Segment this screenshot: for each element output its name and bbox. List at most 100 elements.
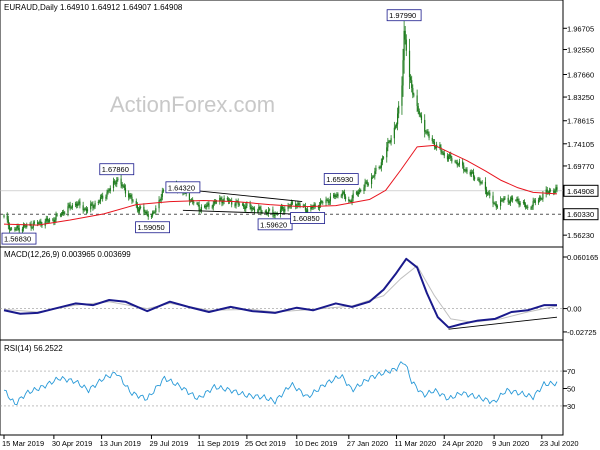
candle-body: [388, 141, 390, 142]
date-tick-label: 10 Dec 2019: [295, 439, 338, 448]
candle-body: [162, 190, 164, 192]
candle-body: [433, 142, 436, 147]
price-tick-label: 1.92550: [567, 46, 594, 55]
annotation-box: [99, 163, 135, 176]
candle-body: [70, 207, 72, 209]
candle-body: [397, 113, 399, 125]
macd-main-line: [3, 257, 557, 329]
rsi-tick-label: 30: [567, 402, 575, 411]
candle-body: [539, 197, 541, 200]
candle-body: [29, 223, 31, 225]
price-tick-label: 1.60330: [567, 210, 594, 219]
candle-body: [97, 201, 99, 204]
candle-body: [439, 144, 441, 148]
candle-body: [205, 205, 207, 208]
candle-body: [510, 197, 513, 200]
candle-body: [159, 200, 161, 201]
candle-body: [230, 200, 232, 201]
annotation-box: [323, 173, 359, 185]
candle-body: [481, 181, 483, 183]
price-tick-label: 1.78615: [567, 117, 594, 126]
candle-body: [91, 203, 93, 205]
candle-body: [540, 197, 542, 199]
candle-body: [326, 199, 328, 201]
candle-body: [348, 199, 350, 202]
candle-body: [9, 228, 12, 230]
candle-body: [390, 138, 392, 143]
candle-body: [408, 50, 411, 78]
candle-body: [494, 203, 496, 204]
candle-body: [282, 206, 284, 210]
candle-body: [457, 164, 459, 166]
candle-body: [188, 193, 191, 201]
candle-body: [357, 191, 360, 195]
annotation-box: [386, 9, 422, 22]
candle-body: [67, 206, 69, 213]
candle-body: [283, 209, 285, 212]
date-tick-label: 15 Mar 2019: [2, 439, 44, 448]
candle-body: [82, 205, 84, 211]
candle-body: [431, 137, 433, 142]
candle-body: [55, 214, 57, 220]
macd-trendline: [448, 316, 558, 330]
candle-body: [151, 212, 154, 216]
candle-body: [325, 199, 327, 204]
candle-body: [524, 204, 527, 208]
candle-body: [128, 193, 130, 198]
candle-body: [420, 115, 423, 120]
macd-tick-label: 0.00: [567, 305, 582, 314]
candle-body: [458, 161, 461, 165]
candle-body: [244, 206, 246, 210]
price-trendlines: [182, 188, 303, 215]
candle-body: [515, 200, 517, 201]
price-trendline: [182, 188, 303, 203]
candle-body: [404, 30, 406, 40]
candle-body: [349, 200, 351, 202]
candle-body: [54, 219, 56, 223]
candle-body: [40, 221, 42, 225]
annotation-label: 1.60850: [293, 214, 320, 223]
candle-body: [120, 178, 122, 185]
candle-body: [220, 197, 222, 200]
candle-body: [477, 178, 479, 180]
macd-trendline: [448, 316, 558, 330]
candle-body: [197, 203, 199, 206]
candle-body: [115, 182, 117, 185]
rsi-levels: [0, 370, 563, 407]
candle-body: [305, 210, 308, 213]
candle-body: [442, 152, 444, 154]
date-tick-label: 11 Sep 2019: [197, 439, 239, 448]
candle-body: [328, 201, 330, 203]
candle-body: [381, 158, 384, 163]
candle-body: [10, 228, 13, 230]
candle-body: [403, 30, 405, 61]
candle-body: [237, 201, 239, 205]
candle-body: [530, 207, 532, 209]
candle-body: [343, 192, 346, 197]
candle-body: [314, 204, 316, 207]
date-tick-label: 27 Jan 2020: [347, 439, 388, 448]
candle-body: [504, 197, 506, 199]
date-tick-label: 30 Apr 2019: [52, 439, 92, 448]
annotation-box: [135, 221, 170, 234]
candle-body: [92, 204, 94, 208]
rsi-title: RSI(14) 56.2522: [4, 344, 63, 353]
annotation-label: 1.64320: [168, 183, 195, 192]
candle-body: [71, 205, 73, 208]
candle-body: [251, 207, 253, 210]
candle-body: [509, 199, 511, 204]
candle-body: [22, 225, 25, 229]
candle-body: [334, 194, 336, 198]
candle-body: [33, 222, 35, 224]
candle-body: [479, 180, 481, 184]
candle-body: [511, 197, 514, 201]
candle-body: [360, 189, 362, 192]
candle-body: [446, 155, 449, 160]
candle-body: [412, 87, 414, 95]
candle-body: [249, 203, 251, 208]
candle-body: [74, 203, 77, 206]
candle-body: [196, 203, 198, 204]
candle-body: [496, 205, 498, 208]
candle-body: [261, 211, 263, 213]
